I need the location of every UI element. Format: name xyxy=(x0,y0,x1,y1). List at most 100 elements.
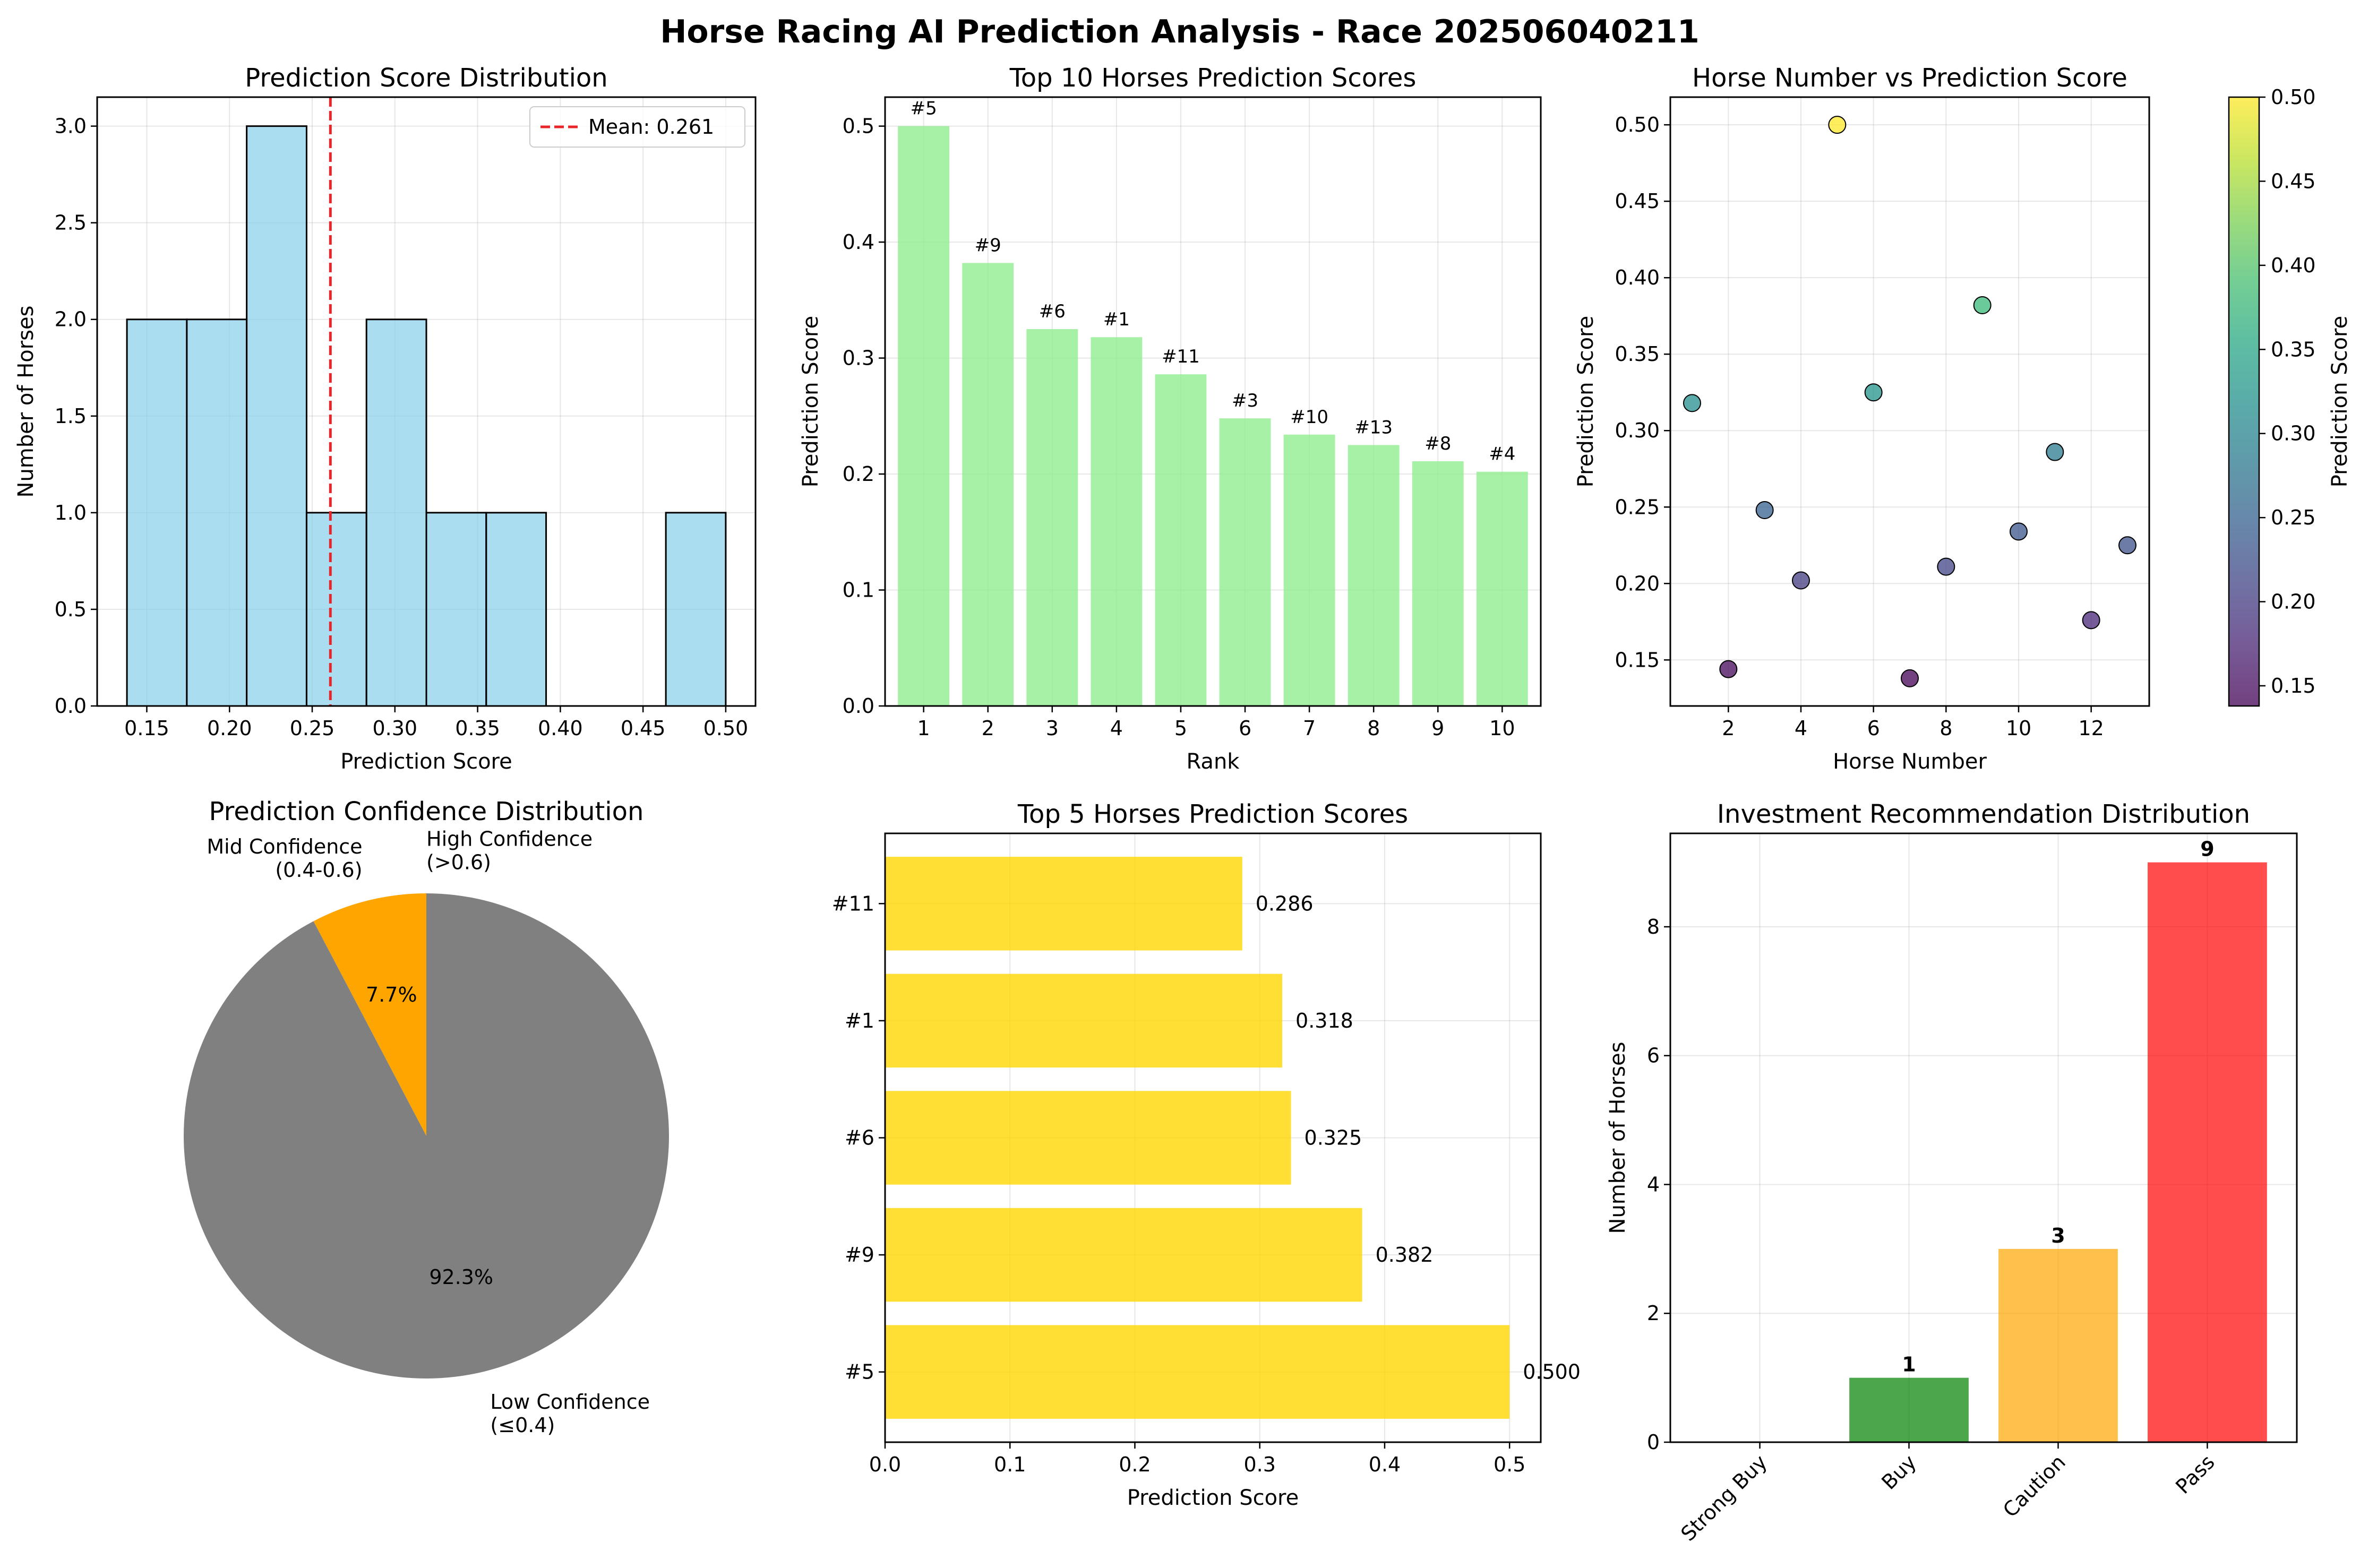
top5-value-label-1: 0.382 xyxy=(1376,1243,1434,1267)
scatter-ytick-label-5: 0.40 xyxy=(1615,266,1660,289)
colorbar-label: Prediction Score xyxy=(2328,316,2352,487)
histogram-bar-0 xyxy=(126,318,188,707)
colorbar-tick-label-7: 0.50 xyxy=(2271,85,2316,109)
top10-title: Top 10 Horses Prediction Scores xyxy=(1009,63,1417,93)
top10-xtick-label-6: 7 xyxy=(1303,717,1316,740)
hist-ytick-label-0: 0.0 xyxy=(55,694,87,718)
top5-ytick-label-4: #11 xyxy=(832,892,874,915)
histogram-chart: 0.0 0.5 1.0 1.5 2.0 2.5 3.0 0.15 0.20 0.25 0.30 0.3… xyxy=(14,63,757,774)
top10-xtick-label-3: 4 xyxy=(1110,717,1123,740)
pie-pct-1: 7.7% xyxy=(366,983,417,1006)
histogram-bar-2 xyxy=(246,125,307,707)
top10-xtick-label-5: 6 xyxy=(1239,717,1251,740)
scatter-ytick-label-7: 0.50 xyxy=(1615,113,1660,136)
scatter-title: Horse Number vs Prediction Score xyxy=(1692,63,2127,93)
scatter-frame xyxy=(1669,96,2150,707)
hist-xtick-label-5: 0.40 xyxy=(538,717,583,740)
top5-xtick-label-1: 0.1 xyxy=(994,1453,1026,1476)
figure-suptitle: Horse Racing AI Prediction Analysis - Ra… xyxy=(660,13,1700,50)
scatter-xtick-label-3: 8 xyxy=(1940,717,1952,740)
scatter-point-7 xyxy=(1937,557,1955,576)
scatter-ytick-label-0: 0.15 xyxy=(1615,648,1660,671)
top10-xtick-label-2: 3 xyxy=(1046,717,1059,740)
top10-bar-1 xyxy=(962,263,1014,706)
top10-xtick-label-0: 1 xyxy=(917,717,930,740)
top5-xtick-label-5: 0.5 xyxy=(1494,1453,1525,1476)
scatter-xtick-label-4: 10 xyxy=(2006,717,2031,740)
pie-label-2-0: Low Confidence xyxy=(490,1390,650,1414)
top10-bar-label-1: #9 xyxy=(975,235,1001,256)
top10-xlabel: Rank xyxy=(1187,749,1240,774)
histogram-ylabel: Number of Horses xyxy=(14,306,38,498)
hist-xtick-label-1: 0.20 xyxy=(207,717,252,740)
invest-bar-2 xyxy=(1998,1248,2118,1442)
hist-xtick-label-3: 0.30 xyxy=(372,717,417,740)
pie-chart: 0.0%High Confidence(>0.6)7.7%Mid Confide… xyxy=(184,797,670,1437)
histogram-bar-1 xyxy=(186,318,248,707)
pie-pct-2: 92.3% xyxy=(429,1265,493,1289)
colorbar-tick-label-0: 0.15 xyxy=(2271,674,2316,697)
top5-value-label-4: 0.286 xyxy=(1256,892,1314,915)
top10-ytick-label-4: 0.4 xyxy=(843,230,874,254)
scatter-ytick-label-3: 0.30 xyxy=(1615,419,1660,442)
scatter-point-8 xyxy=(1973,296,1992,315)
hist-xtick-label-4: 0.35 xyxy=(455,717,500,740)
invest-title: Investment Recommendation Distribution xyxy=(1717,799,2250,829)
histogram-frame xyxy=(96,96,757,707)
top5-ytick-label-3: #1 xyxy=(845,1009,874,1032)
pie-slice-1 xyxy=(313,893,426,1136)
top5-value-label-3: 0.318 xyxy=(1295,1009,1353,1032)
scatter-point-4 xyxy=(1828,116,1847,134)
top5-ytick-label-0: #5 xyxy=(845,1360,874,1384)
top10-bar-label-3: #1 xyxy=(1103,309,1130,330)
top5-value-label-0: 0.500 xyxy=(1523,1360,1581,1384)
top10-bar-7 xyxy=(1348,445,1400,706)
hist-ytick-label-3: 1.5 xyxy=(55,404,87,428)
hist-xtick-label-0: 0.15 xyxy=(124,717,169,740)
scatter-ytick-label-4: 0.35 xyxy=(1615,342,1660,366)
top10-bar-chart: #5 #9 #6 #1 #11 #3 #10 #13 #8 #4 0.0 0.1 0.2 0.3 0.4 0.… xyxy=(799,63,1542,774)
top5-xtick-label-0: 0.0 xyxy=(869,1453,901,1476)
top10-bar-8 xyxy=(1412,461,1464,706)
top10-ylabel: Prediction Score xyxy=(799,316,823,487)
invest-ytick-label-0: 0 xyxy=(1647,1431,1660,1454)
colorbar-tick-label-6: 0.45 xyxy=(2271,169,2316,193)
scatter-ytick-label-6: 0.45 xyxy=(1615,189,1660,213)
scatter-ytick-label-2: 0.25 xyxy=(1615,495,1660,519)
top10-bar-label-0: #5 xyxy=(911,98,937,119)
top10-ytick-label-0: 0.0 xyxy=(843,694,874,718)
top10-xtick-label-8: 9 xyxy=(1431,717,1444,740)
scatter-chart: 0.15 0.20 0.25 0.30 0.35 0.40 0.45 0.50 2 4 6 8 10 12… xyxy=(1574,63,2352,774)
pie-label-0-1: (>0.6) xyxy=(426,850,491,874)
invest-bar-1 xyxy=(1849,1377,1969,1442)
scatter-point-9 xyxy=(2010,522,2028,541)
top10-frame xyxy=(884,96,1542,707)
top10-xtick-label-9: 10 xyxy=(1489,717,1515,740)
legend-box xyxy=(529,106,745,148)
scatter-xlabel: Horse Number xyxy=(1833,749,1987,774)
scatter-xtick-label-2: 6 xyxy=(1867,717,1880,740)
legend-mean-label: Mean: 0.261 xyxy=(588,115,714,139)
top10-bar-label-2: #6 xyxy=(1039,301,1066,322)
top10-bar-5 xyxy=(1219,418,1271,706)
colorbar-bar xyxy=(2228,96,2260,707)
invest-frame xyxy=(1669,832,2298,1443)
invest-value-label-3: 9 xyxy=(2200,838,2214,861)
pie-label-1-1: (0.4-0.6) xyxy=(275,858,362,882)
top5-bar-1 xyxy=(885,1208,1362,1302)
invest-value-label-1: 1 xyxy=(1902,1353,1916,1376)
colorbar-tick-label-2: 0.25 xyxy=(2271,506,2316,529)
top10-bar-3 xyxy=(1091,337,1143,706)
scatter-point-12 xyxy=(2118,536,2136,555)
top10-bar-label-4: #11 xyxy=(1162,346,1200,367)
scatter-point-3 xyxy=(1792,571,1810,590)
top10-bar-6 xyxy=(1283,434,1335,706)
scatter-point-11 xyxy=(2082,611,2100,630)
invest-bar-3 xyxy=(2148,862,2267,1442)
scatter-point-1 xyxy=(1719,660,1738,678)
hist-ytick-label-6: 3.0 xyxy=(55,115,87,138)
top10-ytick-label-5: 0.5 xyxy=(843,115,874,138)
histogram-xlabel: Prediction Score xyxy=(340,749,512,774)
histogram-bar-6 xyxy=(485,512,547,707)
